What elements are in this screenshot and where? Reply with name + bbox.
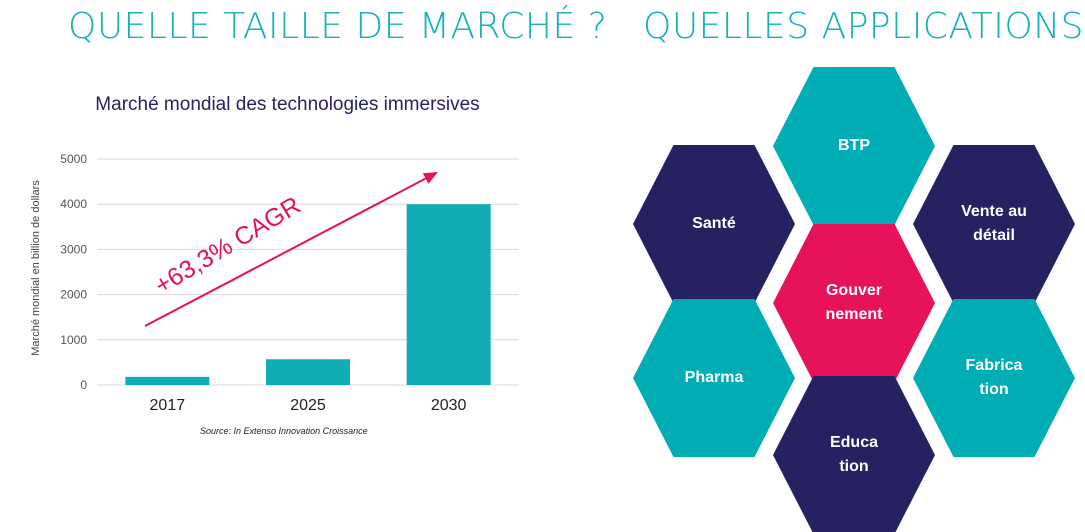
- hexagon-gouver-nement: [773, 224, 935, 382]
- bar-2025: [266, 359, 350, 385]
- hexagon-sante: [633, 145, 795, 303]
- hexagon-label-fabrica-tion: Fabrica tion: [965, 357, 1023, 398]
- chart-source: Source: In Extenso Innovation Croissance: [200, 426, 368, 436]
- y-tick-label: 3000: [60, 242, 87, 256]
- bar-2017: [125, 376, 210, 385]
- x-tick-label: 2030: [431, 397, 467, 414]
- bar-2030: [406, 204, 491, 385]
- hexagon-pharma: [633, 299, 795, 457]
- hexagon-fabrica-tion: [913, 299, 1075, 457]
- growth-arrow-line: [144, 177, 427, 327]
- y-tick-label: 4000: [60, 197, 87, 211]
- hexagon-label-btp: BTP: [838, 137, 870, 154]
- market-size-heading: QUELLE TAILLE DE MARCHÉ ?: [68, 6, 608, 47]
- chart-title: Marché mondial des technologies immersiv…: [95, 94, 480, 115]
- x-tick-label: 2025: [290, 397, 326, 414]
- y-tick-label: 1000: [60, 333, 87, 347]
- y-tick-label: 5000: [60, 152, 87, 166]
- bar-chart: 0 1000 2000 3000 4000 5000 2017 2025 2030: [60, 152, 519, 414]
- hexagon-label-pharma: Pharma: [684, 369, 744, 386]
- hexagon-label-sante: Santé: [692, 215, 736, 232]
- hexagon-label-gouver-nement: Gouver nement: [825, 282, 883, 323]
- x-tick-label: 2017: [150, 397, 186, 414]
- hexagon-btp: [773, 67, 935, 225]
- hexagon-label-vente-au-detail: Vente au détail: [961, 203, 1027, 244]
- y-tick-label: 2000: [60, 288, 87, 302]
- applications-heading: QUELLES APPLICATIONS ?: [643, 6, 1085, 47]
- y-tick-label: 0: [80, 378, 87, 392]
- growth-arrow-head: [422, 172, 438, 184]
- hexagon-educa-tion: [773, 376, 935, 532]
- hexagon-vente-au-detail: [913, 145, 1075, 303]
- hexagon-label-educa-tion: Educa tion: [829, 434, 878, 475]
